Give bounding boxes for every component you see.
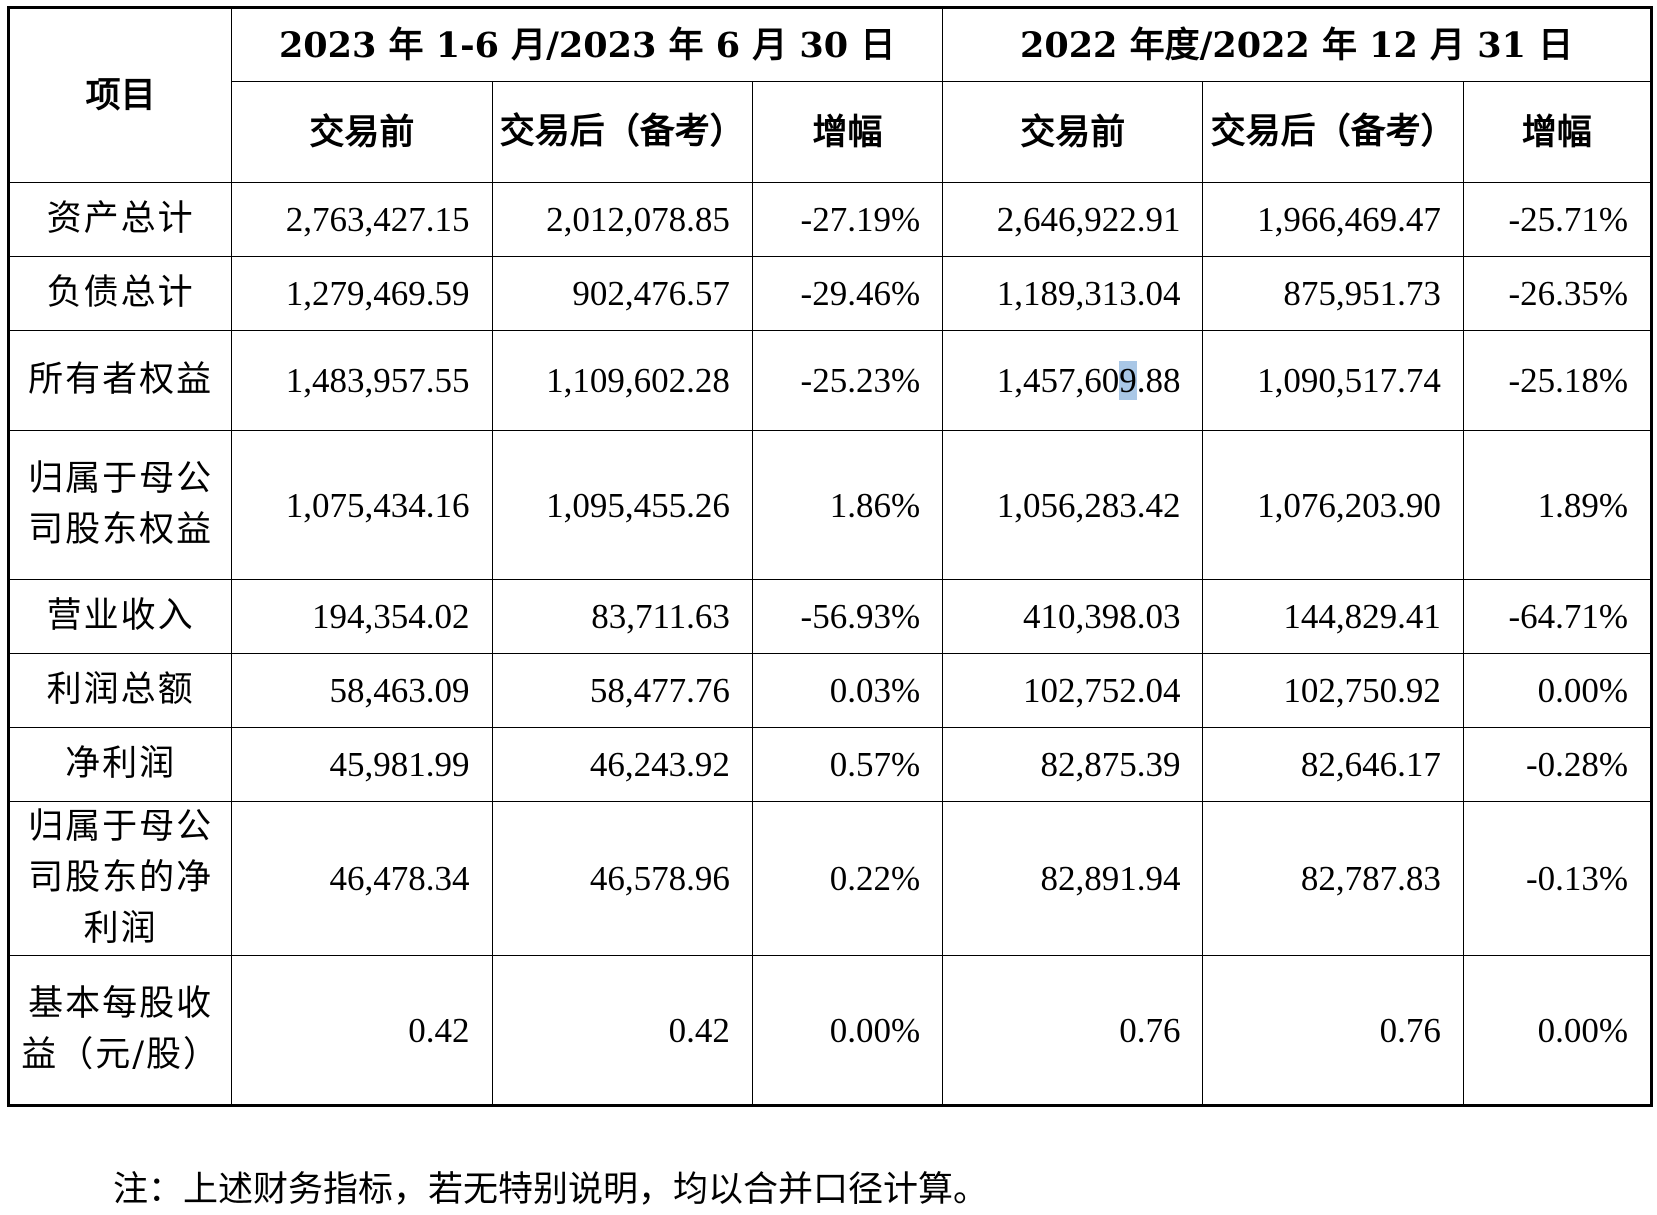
cell-2023-before: 2,763,427.15 [231, 182, 493, 257]
table-row: 归属于母公司股东权益 1,075,434.16 1,095,455.26 1.8… [7, 430, 1653, 580]
table-row: 净利润 45,981.99 46,243.92 0.57% 82,875.39 … [7, 727, 1653, 802]
header-before-2023: 交易前 [231, 81, 493, 183]
cell-2022-after: 144,829.41 [1202, 579, 1464, 654]
cell-2023-change: 0.22% [751, 801, 944, 956]
cell-2023-after: 2,012,078.85 [491, 182, 753, 257]
header-after-2022: 交易后（备考） [1202, 81, 1464, 183]
cell-2022-change: -26.35% [1462, 256, 1653, 331]
cell-2022-before: 82,875.39 [942, 727, 1204, 802]
cell-2023-before: 194,354.02 [231, 579, 493, 654]
cell-2022-change: -0.28% [1462, 727, 1653, 802]
cell-2022-before: 1,189,313.04 [942, 256, 1204, 331]
cell-2022-before: 410,398.03 [942, 579, 1204, 654]
row-label: 归属于母公司股东的净利润 [7, 801, 233, 956]
cell-2022-before: 1,457,609.88 [942, 330, 1204, 431]
cell-2023-change: -56.93% [751, 579, 944, 654]
cell-2022-after: 82,787.83 [1202, 801, 1464, 956]
cell-2023-after: 46,578.96 [491, 801, 753, 956]
table-row: 归属于母公司股东的净利润 46,478.34 46,578.96 0.22% 8… [7, 801, 1653, 956]
cell-2022-change: 0.00% [1462, 653, 1653, 728]
table-row: 利润总额 58,463.09 58,477.76 0.03% 102,752.0… [7, 653, 1653, 728]
cell-2022-after: 1,076,203.90 [1202, 430, 1464, 580]
row-label: 归属于母公司股东权益 [7, 430, 233, 580]
cell-2023-change: -27.19% [751, 182, 944, 257]
cell-2023-before: 1,483,957.55 [231, 330, 493, 431]
cell-2023-after: 58,477.76 [491, 653, 753, 728]
cell-2023-change: -25.23% [751, 330, 944, 431]
value-part: 1,457,60 [996, 361, 1120, 400]
cell-2023-before: 1,279,469.59 [231, 256, 493, 331]
table-row: 负债总计 1,279,469.59 902,476.57 -29.46% 1,1… [7, 256, 1653, 331]
header-period-2022: 2022 年度/2022 年 12 月 31 日 [942, 7, 1652, 82]
table-footnote: 注：上述财务指标，若无特别说明，均以合并口径计算。 [113, 1170, 989, 1210]
cell-2022-after: 82,646.17 [1202, 727, 1464, 802]
cell-2023-before: 0.42 [231, 955, 493, 1106]
header-before-2022: 交易前 [942, 81, 1204, 183]
cell-2023-after: 1,095,455.26 [491, 430, 753, 580]
row-label: 营业收入 [7, 579, 233, 654]
cell-2022-after: 875,951.73 [1202, 256, 1464, 331]
cell-2022-change: 1.89% [1462, 430, 1653, 580]
cell-2022-change: -25.71% [1462, 182, 1653, 257]
cell-2022-after: 1,090,517.74 [1202, 330, 1464, 431]
header-item: 项目 [7, 7, 233, 183]
header-change-2022: 增幅 [1462, 81, 1653, 183]
cell-2022-before: 0.76 [942, 955, 1204, 1106]
row-label: 所有者权益 [7, 330, 233, 431]
cell-2022-before: 2,646,922.91 [942, 182, 1204, 257]
value-part: .88 [1136, 361, 1181, 400]
cell-2023-after: 83,711.63 [491, 579, 753, 654]
header-row-periods: 项目 2023 年 1-6 月/2023 年 6 月 30 日 2022 年度/… [7, 7, 1652, 183]
cell-2023-after: 902,476.57 [491, 256, 753, 331]
text-selection-highlight: 9 [1119, 361, 1137, 400]
cell-2022-change: -64.71% [1462, 579, 1653, 654]
header-row-subcolumns: 交易前 交易后（备考） 增幅 交易前 交易后（备考） 增幅 [9, 81, 1653, 183]
cell-2022-after: 102,750.92 [1202, 653, 1464, 728]
header-change-2023: 增幅 [751, 81, 944, 183]
table-row: 基本每股收益（元/股） 0.42 0.42 0.00% 0.76 0.76 0.… [7, 955, 1653, 1106]
row-label: 负债总计 [7, 256, 233, 331]
cell-2022-before: 102,752.04 [942, 653, 1204, 728]
cell-2023-after: 46,243.92 [491, 727, 753, 802]
cell-2023-before: 46,478.34 [231, 801, 493, 956]
row-label: 资产总计 [7, 182, 233, 257]
header-period-2023: 2023 年 1-6 月/2023 年 6 月 30 日 [231, 7, 944, 82]
cell-2022-after: 0.76 [1202, 955, 1464, 1106]
cell-2023-before: 1,075,434.16 [231, 430, 493, 580]
cell-2022-after: 1,966,469.47 [1202, 182, 1464, 257]
cell-2023-change: 1.86% [751, 430, 944, 580]
row-label: 净利润 [7, 727, 233, 802]
table-row: 资产总计 2,763,427.15 2,012,078.85 -27.19% 2… [7, 182, 1653, 257]
cell-2023-change: 0.57% [751, 727, 944, 802]
cell-2022-before: 82,891.94 [942, 801, 1204, 956]
cell-2023-after: 0.42 [491, 955, 753, 1106]
cell-2022-change: -25.18% [1462, 330, 1653, 431]
cell-2022-before: 1,056,283.42 [942, 430, 1204, 580]
cell-2023-change: 0.00% [751, 955, 944, 1106]
row-label: 基本每股收益（元/股） [7, 955, 233, 1106]
row-label: 利润总额 [7, 653, 233, 728]
header-after-2023: 交易后（备考） [491, 81, 753, 183]
cell-2023-before: 45,981.99 [231, 727, 493, 802]
cell-2022-change: -0.13% [1462, 801, 1653, 956]
financial-summary-table: 项目 2023 年 1-6 月/2023 年 6 月 30 日 2022 年度/… [7, 6, 1653, 1107]
cell-2022-change: 0.00% [1462, 955, 1653, 1106]
cell-2023-change: -29.46% [751, 256, 944, 331]
table-row: 营业收入 194,354.02 83,711.63 -56.93% 410,39… [7, 579, 1653, 654]
cell-2023-before: 58,463.09 [231, 653, 493, 728]
cell-2023-change: 0.03% [751, 653, 944, 728]
table-row: 所有者权益 1,483,957.55 1,109,602.28 -25.23% … [7, 330, 1653, 431]
cell-2023-after: 1,109,602.28 [491, 330, 753, 431]
